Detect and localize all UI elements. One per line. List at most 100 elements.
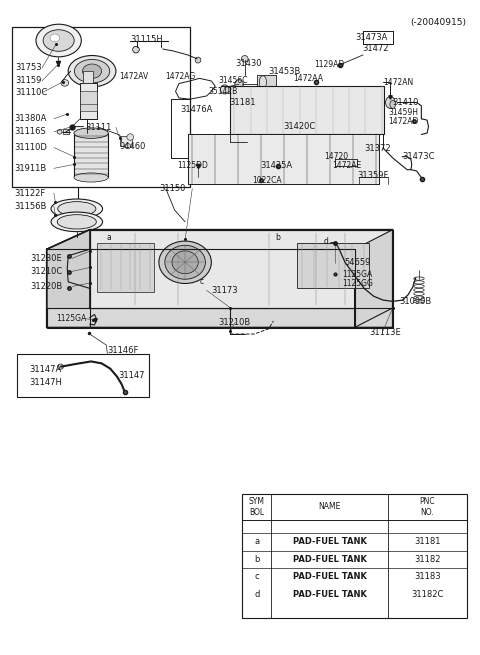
Text: 31476A: 31476A xyxy=(180,105,213,113)
Ellipse shape xyxy=(58,364,63,369)
Text: 31453B: 31453B xyxy=(269,67,301,76)
Ellipse shape xyxy=(259,76,266,89)
Text: c: c xyxy=(200,277,204,286)
Ellipse shape xyxy=(165,246,205,279)
Text: 31473C: 31473C xyxy=(402,152,435,161)
Bar xyxy=(12,28,190,187)
Ellipse shape xyxy=(51,199,103,219)
Polygon shape xyxy=(355,230,393,328)
Text: d: d xyxy=(324,237,328,246)
Bar xyxy=(63,128,69,134)
Text: 31115H: 31115H xyxy=(131,35,163,44)
Text: d: d xyxy=(254,590,259,599)
Text: c: c xyxy=(254,572,259,582)
Text: 31459H: 31459H xyxy=(388,108,418,117)
Text: 31359F: 31359F xyxy=(358,171,389,180)
Text: 1472AA: 1472AA xyxy=(293,74,324,83)
Ellipse shape xyxy=(235,80,243,89)
Text: 31183: 31183 xyxy=(414,572,441,582)
Polygon shape xyxy=(47,308,393,328)
Text: 31430: 31430 xyxy=(235,59,262,68)
Ellipse shape xyxy=(125,143,131,149)
Text: PAD-FUEL TANK: PAD-FUEL TANK xyxy=(292,555,366,564)
Text: 1125DD: 1125DD xyxy=(177,161,208,170)
Text: 31150: 31150 xyxy=(159,184,185,193)
Text: 1125GA: 1125GA xyxy=(56,314,86,323)
Text: PAD-FUEL TANK: PAD-FUEL TANK xyxy=(292,537,366,546)
Polygon shape xyxy=(90,230,393,308)
Text: 35142B: 35142B xyxy=(208,87,237,96)
Bar xyxy=(84,71,93,83)
Text: 1129AD: 1129AD xyxy=(314,60,345,69)
Bar xyxy=(80,92,97,111)
Bar xyxy=(189,134,379,184)
Text: 31113E: 31113E xyxy=(369,328,401,337)
Bar xyxy=(229,86,384,134)
Text: 31122F: 31122F xyxy=(15,189,46,198)
Bar xyxy=(17,354,149,397)
Ellipse shape xyxy=(61,80,69,86)
Text: 14720: 14720 xyxy=(324,152,348,161)
Text: 31147H: 31147H xyxy=(29,378,62,387)
Text: 1472AD: 1472AD xyxy=(388,117,418,126)
Text: SYM
BOL: SYM BOL xyxy=(249,497,264,517)
Text: PNC
NO.: PNC NO. xyxy=(420,497,435,517)
Ellipse shape xyxy=(58,202,96,216)
Text: 31159: 31159 xyxy=(16,77,42,85)
Text: 31110C: 31110C xyxy=(16,88,48,97)
Text: 1472AG: 1472AG xyxy=(166,72,196,81)
Text: 31110D: 31110D xyxy=(15,143,48,152)
Ellipse shape xyxy=(74,60,110,83)
Text: 1472AV: 1472AV xyxy=(119,72,148,81)
Text: 31911B: 31911B xyxy=(15,164,47,173)
Bar xyxy=(80,83,97,119)
Ellipse shape xyxy=(159,241,211,284)
Text: 31147: 31147 xyxy=(118,371,145,380)
Text: 31181: 31181 xyxy=(414,537,441,546)
Text: 31220B: 31220B xyxy=(30,282,62,291)
Ellipse shape xyxy=(43,29,74,51)
Ellipse shape xyxy=(172,251,198,274)
Ellipse shape xyxy=(220,85,229,94)
Ellipse shape xyxy=(390,100,396,108)
Bar xyxy=(120,136,132,146)
Ellipse shape xyxy=(57,215,96,229)
Text: PAD-FUEL TANK: PAD-FUEL TANK xyxy=(292,590,366,599)
Text: 31372: 31372 xyxy=(364,143,391,153)
Text: 31090B: 31090B xyxy=(399,297,432,306)
Text: 1472AN: 1472AN xyxy=(383,78,413,86)
Text: 31753: 31753 xyxy=(16,64,42,73)
Text: a: a xyxy=(254,537,259,546)
Text: 31210C: 31210C xyxy=(30,267,62,276)
Ellipse shape xyxy=(195,57,201,63)
Text: NAME: NAME xyxy=(318,502,341,512)
Ellipse shape xyxy=(51,212,103,232)
Text: 1125GG: 1125GG xyxy=(343,279,373,288)
Ellipse shape xyxy=(57,130,62,134)
Ellipse shape xyxy=(83,64,102,79)
Ellipse shape xyxy=(50,34,60,42)
Bar xyxy=(242,494,467,618)
Text: 31156B: 31156B xyxy=(15,202,47,211)
Text: 31425A: 31425A xyxy=(260,161,292,170)
Text: 31456C: 31456C xyxy=(218,77,248,85)
Text: 31473A: 31473A xyxy=(356,33,388,43)
Text: 1022CA: 1022CA xyxy=(252,176,282,185)
Bar xyxy=(97,243,154,291)
Bar xyxy=(257,75,276,90)
Text: 31420C: 31420C xyxy=(283,122,315,131)
Text: 1472AE: 1472AE xyxy=(332,161,361,170)
Bar xyxy=(74,133,108,178)
Text: 31111: 31111 xyxy=(85,122,111,132)
Text: 31146F: 31146F xyxy=(108,346,139,356)
Ellipse shape xyxy=(74,128,108,138)
Text: 31472: 31472 xyxy=(362,44,389,53)
Ellipse shape xyxy=(132,47,139,53)
Text: 31182C: 31182C xyxy=(411,590,444,599)
Text: 31410: 31410 xyxy=(393,98,419,107)
Text: 1125GA: 1125GA xyxy=(343,269,373,278)
Polygon shape xyxy=(47,230,393,250)
Polygon shape xyxy=(47,230,90,328)
Ellipse shape xyxy=(385,97,395,108)
Text: PAD-FUEL TANK: PAD-FUEL TANK xyxy=(292,572,366,582)
